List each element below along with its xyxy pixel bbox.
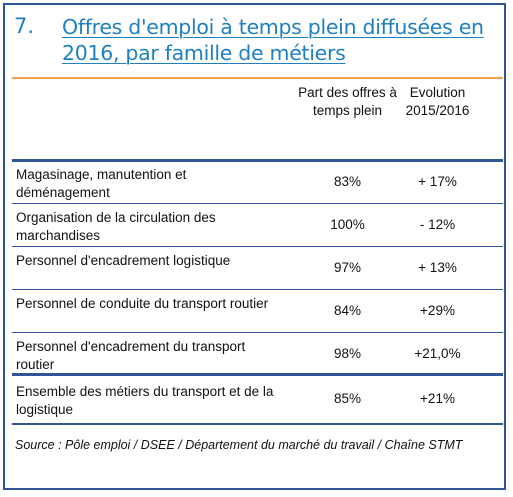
- section-number: 7.: [14, 14, 35, 38]
- table-row: Personnel de conduite du transport routi…: [12, 291, 503, 333]
- row-part-value: 97%: [333, 260, 362, 275]
- row-label: Ensemble des métiers du transport et de …: [16, 384, 274, 417]
- row-part-value: 83%: [333, 174, 362, 189]
- column-header-evolution: Evolution 2015/2016: [405, 85, 470, 118]
- table-row: Organisation de la circulation des march…: [12, 205, 503, 247]
- row-evolution-value: + 13%: [418, 260, 457, 275]
- row-label: Organisation de la circulation des march…: [16, 210, 216, 243]
- row-evolution-value: +21,0%: [414, 346, 461, 361]
- row-divider: [12, 373, 503, 376]
- row-label: Personnel de conduite du transport routi…: [16, 296, 269, 311]
- row-divider: [12, 203, 503, 204]
- row-evolution-value: +21%: [420, 391, 455, 406]
- table-top-rule: [12, 159, 503, 162]
- title-divider: [12, 77, 503, 79]
- page-title: Offres d'emploi à temps plein diffusées …: [62, 15, 484, 65]
- row-part-value: 84%: [333, 303, 362, 318]
- row-part-value: 100%: [330, 217, 365, 232]
- table-row: Magasinage, manutention et déménagement …: [12, 162, 503, 204]
- row-divider: [12, 246, 503, 247]
- table-bottom-rule: [12, 423, 503, 425]
- row-divider: [12, 289, 503, 290]
- row-label: Magasinage, manutention et déménagement: [16, 167, 187, 200]
- row-evolution-value: + 17%: [418, 174, 457, 189]
- column-header-part: Part des offres à temps plein: [298, 85, 397, 118]
- row-part-value: 85%: [333, 391, 362, 406]
- row-divider: [12, 332, 503, 333]
- table-row: Personnel d'encadrement du transport rou…: [12, 334, 503, 376]
- row-label: Personnel d'encadrement du transport rou…: [16, 339, 246, 372]
- row-evolution-value: - 12%: [419, 217, 456, 232]
- row-evolution-value: +29%: [420, 303, 455, 318]
- table-row: Personnel d'encadrement logistique 97% +…: [12, 248, 503, 290]
- row-part-value: 98%: [333, 346, 362, 361]
- table-row-total: Ensemble des métiers du transport et de …: [12, 379, 503, 421]
- section-heading: 7. Offres d'emploi à temps plein diffusé…: [12, 12, 503, 70]
- row-label: Personnel d'encadrement logistique: [16, 253, 231, 268]
- source-note: Source : Pôle emploi / DSEE / Départemen…: [15, 438, 463, 452]
